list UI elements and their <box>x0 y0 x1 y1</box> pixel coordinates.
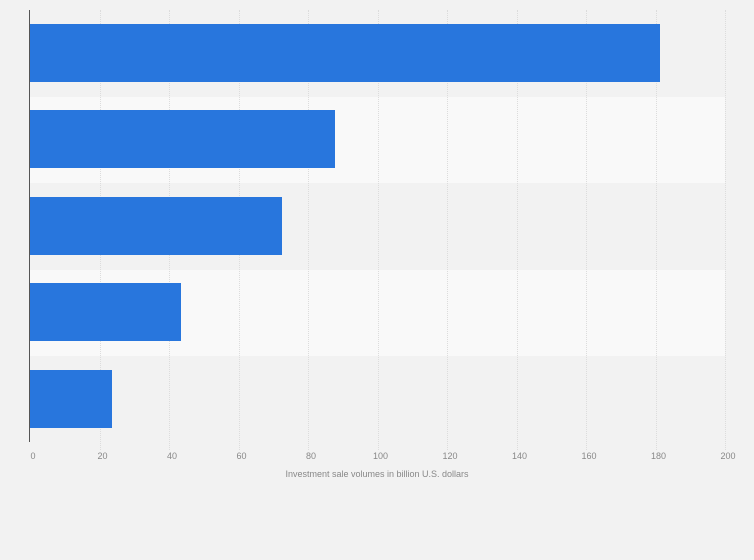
gridline <box>655 10 657 450</box>
x-tick-label: 20 <box>97 451 108 461</box>
x-tick-label: 180 <box>650 451 667 461</box>
gridline <box>586 10 587 450</box>
x-axis-label: Investment sale volumes in billion U.S. … <box>285 469 469 479</box>
gridline <box>725 10 726 450</box>
x-tick-label: 120 <box>442 451 458 461</box>
x-tick-label: 60 <box>236 451 247 461</box>
x-tick-label: 140 <box>511 451 528 461</box>
x-tick-label: 100 <box>372 451 389 461</box>
bar[interactable] <box>30 283 182 342</box>
x-tick-label: 200 <box>720 451 736 461</box>
gridline <box>308 10 309 450</box>
x-tick-label: 0 <box>30 451 36 461</box>
x-tick-label: 80 <box>305 451 317 461</box>
gridline <box>377 10 379 450</box>
x-tick-label: 40 <box>166 451 178 461</box>
y-axis-line <box>29 10 30 442</box>
gridline <box>447 10 448 450</box>
bar[interactable] <box>30 196 282 255</box>
bar[interactable] <box>30 110 336 169</box>
bar[interactable] <box>30 24 661 82</box>
gridline <box>516 10 518 450</box>
x-tick-label: 160 <box>581 451 597 461</box>
bar[interactable] <box>30 369 112 428</box>
